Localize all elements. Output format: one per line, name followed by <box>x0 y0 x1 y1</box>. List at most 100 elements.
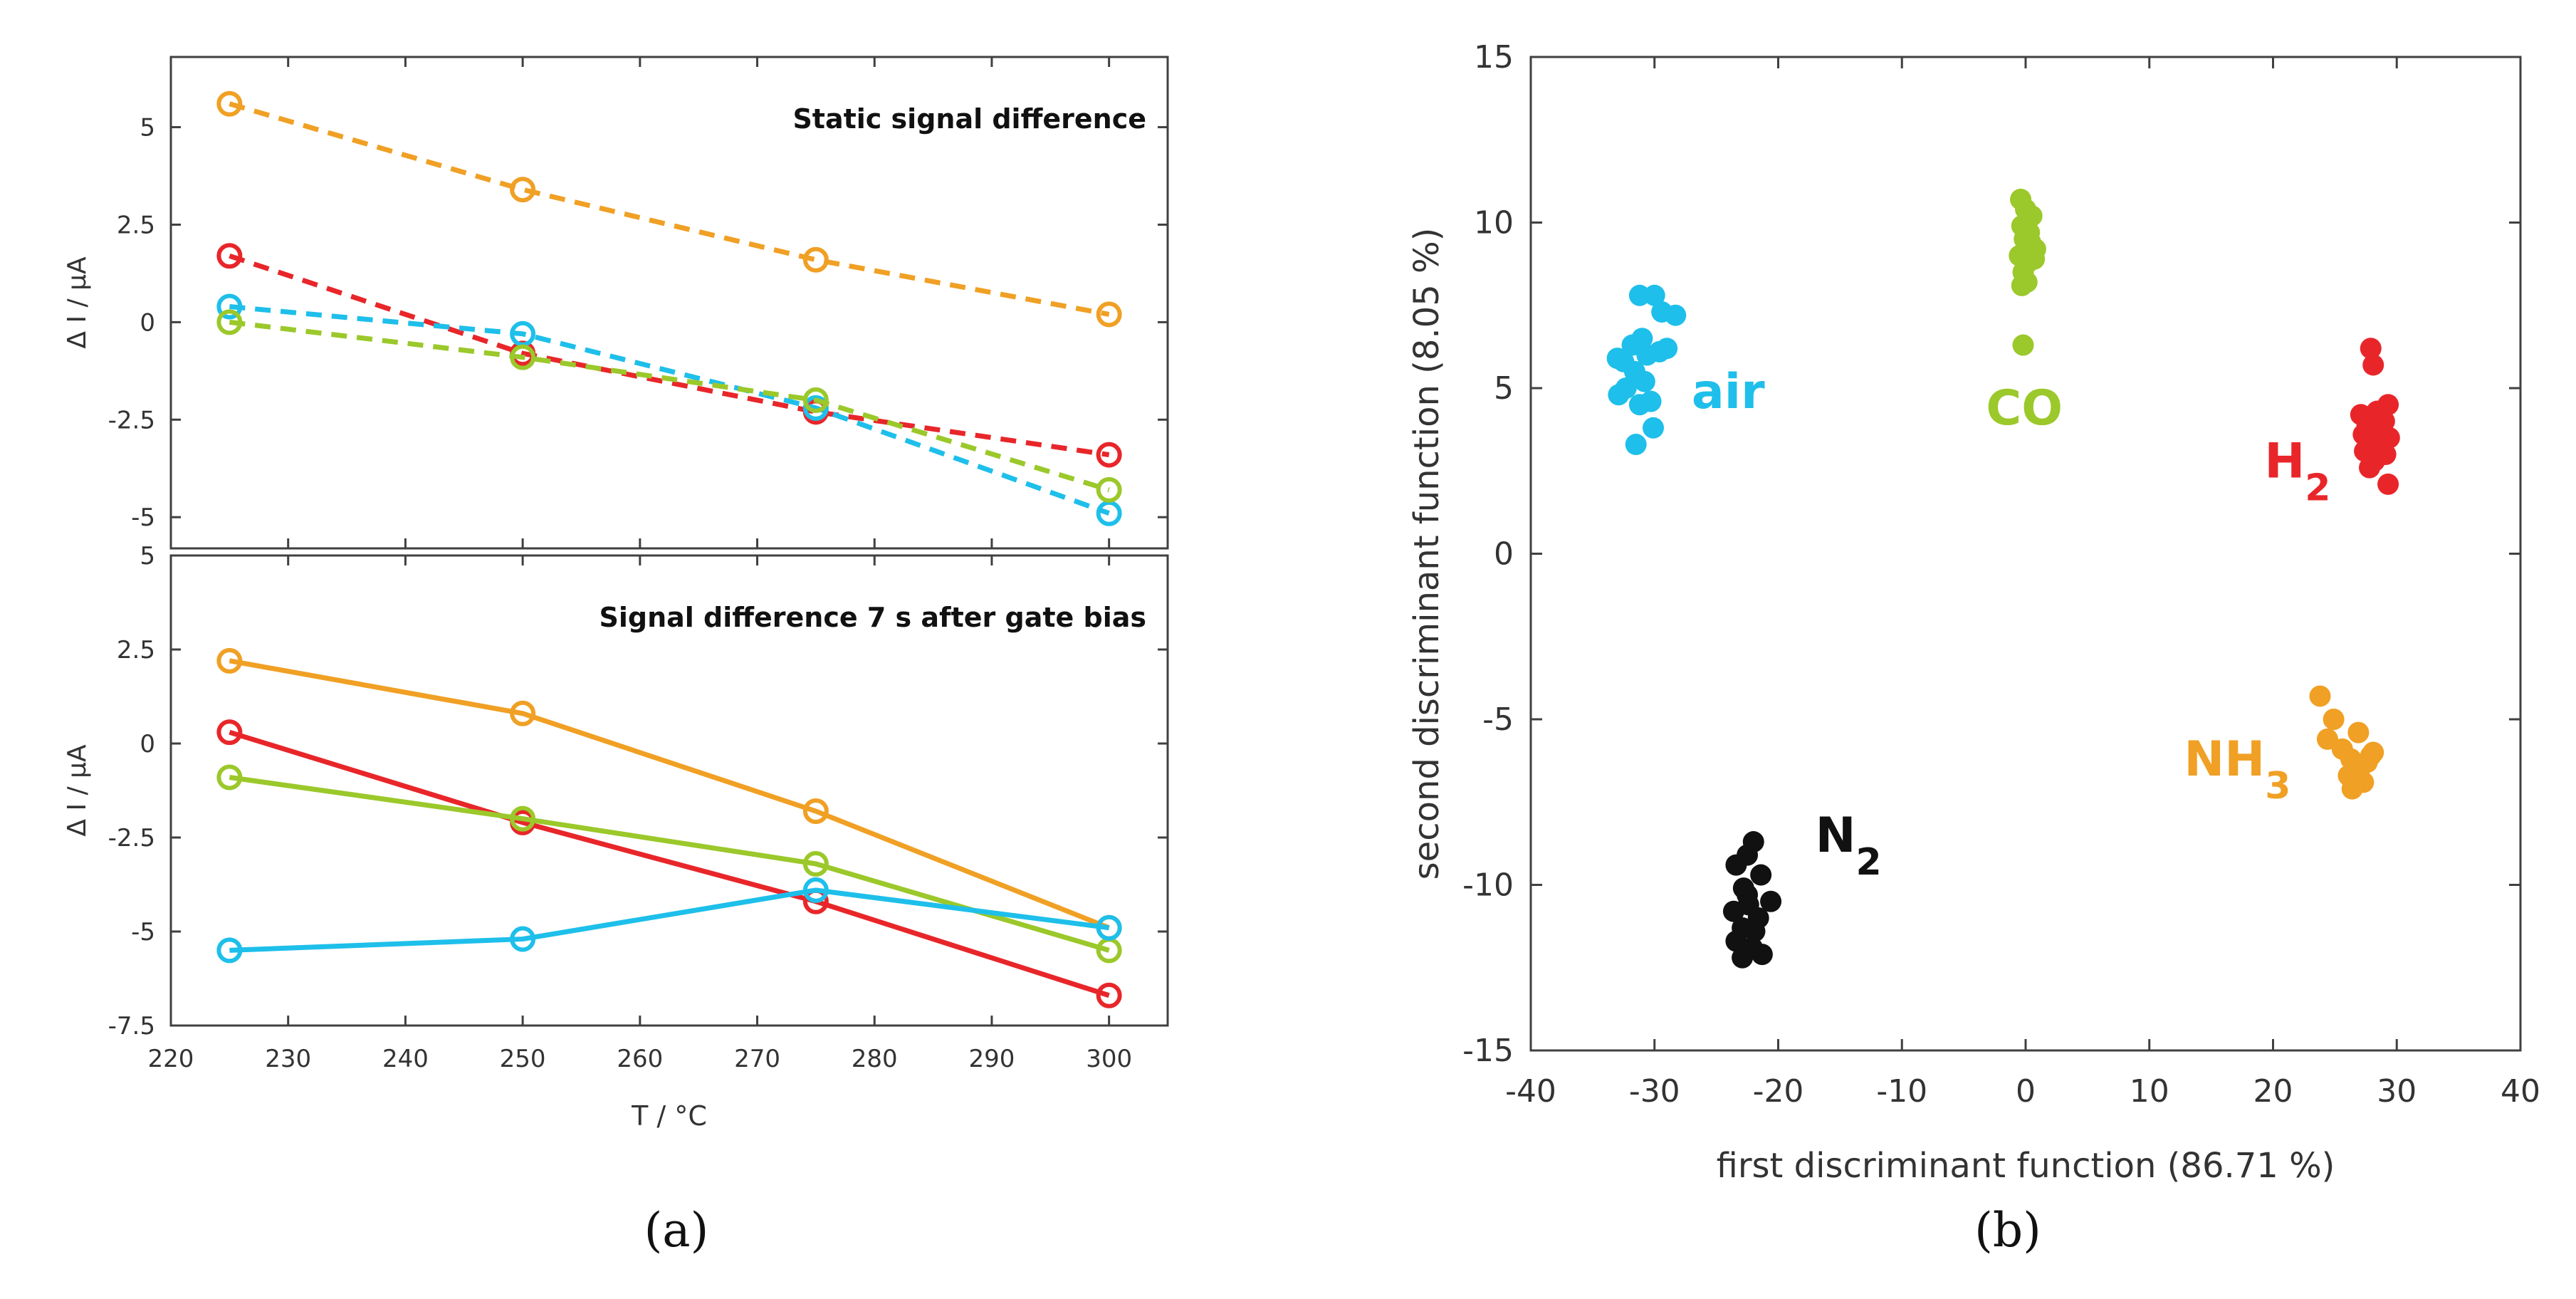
scatter-point-air <box>1656 338 1678 360</box>
y-tick-label: 5 <box>140 542 155 570</box>
series-line-NH3 <box>229 658 1110 930</box>
panel-a-top-chart: 5 2.5 0 -2.5 -5 Static signal difference Δ I /… <box>63 56 1169 550</box>
series-marker-NH3 <box>510 700 536 726</box>
series-marker-NH3 <box>802 246 829 273</box>
x-axis-label: T / °C <box>631 1100 707 1132</box>
x-tick-label: 260 <box>617 1045 663 1073</box>
series-line-CO <box>229 319 1110 493</box>
x-tick-label: 280 <box>852 1045 898 1073</box>
y-tick-label: 2.5 <box>117 636 155 664</box>
y-tick-label: 2.5 <box>117 211 155 239</box>
y-tick-label: 0 <box>1494 536 1514 573</box>
group-label-text: CO <box>1986 380 2063 437</box>
x-tick-label: 230 <box>265 1045 311 1073</box>
y-tick-label: 5 <box>140 114 155 142</box>
scatter-point-H2 <box>2377 473 2399 495</box>
series-marker-CO <box>216 764 243 791</box>
x-tick-label: 40 <box>2501 1073 2540 1110</box>
x-tick-label: 300 <box>1086 1045 1132 1073</box>
panel-title: Signal difference 7 s after gate bias <box>599 602 1146 633</box>
panel-title: Static signal difference <box>792 103 1146 135</box>
x-tick-label: 270 <box>734 1045 780 1073</box>
group-label-text: N <box>1816 808 1856 864</box>
y-tick-label: -5 <box>1482 701 1514 738</box>
scatter-point-air <box>1606 348 1628 370</box>
series-marker-air <box>802 395 829 421</box>
scatter-point-N2 <box>1760 890 1782 912</box>
x-tick-label: 250 <box>500 1045 546 1073</box>
group-label-N2: N2 <box>1816 808 1882 884</box>
series-marker-H2 <box>1096 442 1122 468</box>
scatter-point-N2 <box>1750 864 1772 886</box>
series-marker-air <box>802 877 829 903</box>
y-tick-label: -10 <box>1462 867 1514 904</box>
scatter-point-NH3 <box>2341 778 2363 800</box>
scatter-point-CO <box>2011 274 2033 296</box>
series-line-H2 <box>229 729 1110 998</box>
series-marker-H2 <box>216 243 243 269</box>
scatter-point-N2 <box>1744 920 1766 942</box>
plot-frame <box>169 56 1169 550</box>
series-line-NH3 <box>229 101 1110 317</box>
y-tick-label: -5 <box>131 504 155 532</box>
scatter-point-CO <box>2019 231 2041 254</box>
scatter-point-H2 <box>2378 427 2400 449</box>
panel-b-chart: -40 -30 -20 -10 0 10 20 30 40 15 10 5 0 -5 -10 -15 first… <box>1407 39 2540 1186</box>
scatter-point-N2 <box>1725 854 1747 876</box>
series-marker-air <box>1096 914 1122 941</box>
scatter-point-NH3 <box>2347 721 2370 744</box>
x-tick-label: 20 <box>2253 1073 2293 1110</box>
panel-label-a: (a) <box>644 1203 709 1258</box>
x-axis-label: first discriminant function (86.71 %) <box>1717 1146 2335 1186</box>
x-tick-label: -40 <box>1505 1073 1556 1110</box>
series-marker-air <box>216 293 243 320</box>
x-tick-label: -10 <box>1876 1073 1927 1110</box>
panel-a-bottom-chart: 5 2.5 0 -2.5 -5 -7.5 220 230 240 250 260 270 280 290 3… <box>63 542 1169 1132</box>
series-marker-CO <box>510 344 536 370</box>
x-tick-label: -20 <box>1753 1073 1804 1110</box>
y-tick-label: -2.5 <box>108 406 155 434</box>
scatter-point-N2 <box>1732 946 1754 969</box>
scatter-point-air <box>1643 417 1665 439</box>
scatter-point-H2 <box>2360 338 2382 360</box>
y-tick-label: 0 <box>140 308 155 337</box>
series-marker-CO <box>1096 476 1122 503</box>
series-marker-CO <box>802 850 829 877</box>
y-tick-label: -5 <box>131 918 155 946</box>
scatter-point-air <box>1665 304 1687 326</box>
scatter-point-air <box>1631 328 1653 350</box>
scatter-point-air <box>1628 284 1650 306</box>
group-label-subscript: 3 <box>2265 765 2290 808</box>
x-tick-label: 10 <box>2130 1073 2169 1110</box>
series-marker-CO <box>510 805 536 832</box>
series-line-air <box>229 887 1110 953</box>
plot-frame <box>169 554 1169 1027</box>
scatter-point-NH3 <box>2323 709 2345 730</box>
series-marker-NH3 <box>216 647 243 674</box>
group-label-text: NH <box>2184 731 2265 788</box>
series-marker-air <box>510 926 536 952</box>
group-label-NH3: NH3 <box>2184 731 2290 808</box>
scatter-point-N2 <box>1751 944 1773 966</box>
scatter-point-N2 <box>1722 900 1744 922</box>
scatter-point-air <box>1625 434 1647 456</box>
x-tick-label: 290 <box>968 1045 1015 1073</box>
series-marker-NH3 <box>802 798 829 825</box>
x-tick-label: 30 <box>2377 1073 2417 1110</box>
y-tick-label: 0 <box>140 730 155 758</box>
y-tick-label: 5 <box>1494 370 1514 407</box>
y-axis-label: Δ I / µA <box>63 744 92 837</box>
group-label-subscript: 2 <box>1856 841 1882 884</box>
x-tick-label: 0 <box>2016 1073 2036 1110</box>
series-marker-CO <box>216 309 243 335</box>
scatter-point-NH3 <box>2309 685 2331 707</box>
panel-label-b: (b) <box>1974 1203 2041 1258</box>
scatter-point-CO <box>2012 334 2034 356</box>
y-tick-label: 10 <box>1474 205 1514 241</box>
x-tick-label: -30 <box>1629 1073 1680 1110</box>
y-tick-label: 15 <box>1474 39 1514 75</box>
scatter-point-H2 <box>2366 400 2388 422</box>
y-tick-label: -2.5 <box>108 824 155 852</box>
series-marker-CO <box>802 387 829 413</box>
